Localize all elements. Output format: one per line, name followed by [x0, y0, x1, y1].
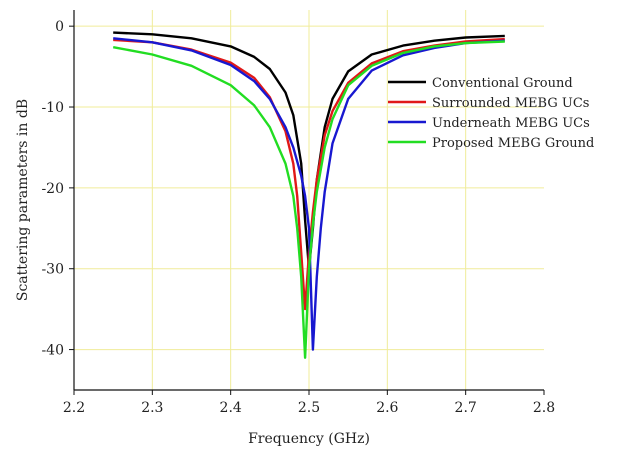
series-line-2 [113, 37, 505, 351]
series-line-3 [112, 40, 505, 359]
plot-series [112, 31, 505, 359]
legend-label: Conventional Ground [432, 76, 573, 91]
y-tick-label: -10 [41, 100, 64, 116]
y-tick-label: -30 [41, 262, 64, 278]
x-tick-label: 2.4 [220, 400, 242, 416]
x-tick-label: 2.3 [141, 400, 163, 416]
y-tick-label: -40 [41, 343, 64, 359]
y-axis-title: Scattering parameters in dB [15, 99, 31, 301]
legend-label: Proposed MEBG Ground [432, 136, 594, 151]
x-tick-label: 2.5 [298, 400, 320, 416]
x-tick-label: 2.8 [533, 400, 555, 416]
y-tick-label: 0 [55, 19, 64, 35]
x-axis-title: Frequency (GHz) [248, 431, 370, 447]
axes [69, 10, 545, 395]
y-tick-label: -20 [41, 181, 64, 197]
x-tick-label: 2.6 [376, 400, 398, 416]
grid [74, 10, 544, 390]
x-tick-label: 2.7 [455, 400, 477, 416]
series-line-1 [113, 37, 505, 311]
legend-label: Underneath MEBG UCs [432, 116, 590, 131]
legend-label: Surrounded MEBG UCs [432, 96, 589, 111]
tick-labels: 2.2 2.3 2.4 2.5 2.6 2.7 2.8 0 -10 -20 -30 -40 [41, 19, 555, 416]
x-tick-label: 2.2 [63, 400, 85, 416]
legend: Conventional Ground Surrounded MEBG UCs Un… [388, 76, 594, 151]
